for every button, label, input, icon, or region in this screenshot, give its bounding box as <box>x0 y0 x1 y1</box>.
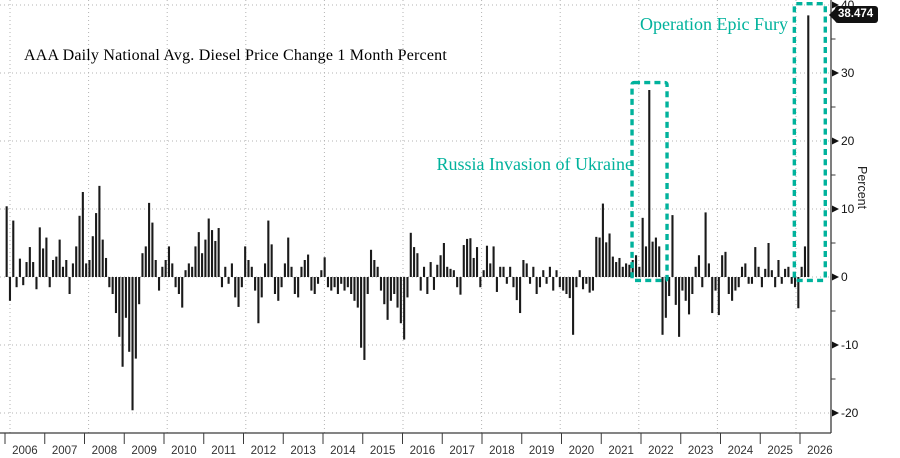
bars-group <box>5 15 810 411</box>
price-tag-arrow-icon <box>829 6 837 23</box>
svg-text:2015: 2015 <box>370 445 396 457</box>
svg-text:-10: -10 <box>841 338 859 352</box>
svg-text:2019: 2019 <box>529 445 555 457</box>
highlight-box-0 <box>630 80 669 283</box>
svg-text:2006: 2006 <box>12 445 38 457</box>
svg-text:2016: 2016 <box>410 445 436 457</box>
svg-text:0: 0 <box>841 270 848 284</box>
svg-text:2007: 2007 <box>52 445 78 457</box>
highlight-box-1 <box>792 1 827 283</box>
annotation-operation-epic-fury: Operation Epic Fury <box>640 14 788 34</box>
svg-text:2020: 2020 <box>569 445 595 457</box>
svg-text:2010: 2010 <box>171 445 197 457</box>
x-axis-ticks: 2006 2007 2008 2009 2010 2011 2012 2013 2014 2015… <box>4 433 833 457</box>
annotation-russia-invasion: Russia Invasion of Ukraine <box>436 154 633 174</box>
svg-text:2014: 2014 <box>330 445 356 457</box>
svg-text:2012: 2012 <box>251 445 277 457</box>
svg-text:2021: 2021 <box>608 445 634 457</box>
svg-text:2022: 2022 <box>648 445 674 457</box>
svg-text:2008: 2008 <box>92 445 118 457</box>
y-axis-title: Percent <box>855 166 869 210</box>
svg-text:2013: 2013 <box>290 445 316 457</box>
axes <box>0 0 832 434</box>
svg-text:-20: -20 <box>841 406 859 420</box>
y-axis-ticks: 403020100-10-20 <box>831 0 859 420</box>
svg-text:2024: 2024 <box>728 445 754 457</box>
svg-text:2026: 2026 <box>807 445 833 457</box>
last-price-tag: 38.474 <box>829 6 879 23</box>
svg-text:2023: 2023 <box>688 445 714 457</box>
svg-text:2018: 2018 <box>489 445 515 457</box>
svg-text:2025: 2025 <box>767 445 793 457</box>
svg-text:2017: 2017 <box>449 445 475 457</box>
svg-text:2011: 2011 <box>211 445 236 457</box>
page-title: AAA Daily National Avg. Diesel Price Cha… <box>24 47 447 64</box>
svg-text:2009: 2009 <box>131 445 157 457</box>
last-price-value: 38.474 <box>835 6 879 23</box>
svg-text:10: 10 <box>841 202 855 216</box>
svg-text:20: 20 <box>841 134 855 148</box>
svg-text:30: 30 <box>841 66 855 80</box>
